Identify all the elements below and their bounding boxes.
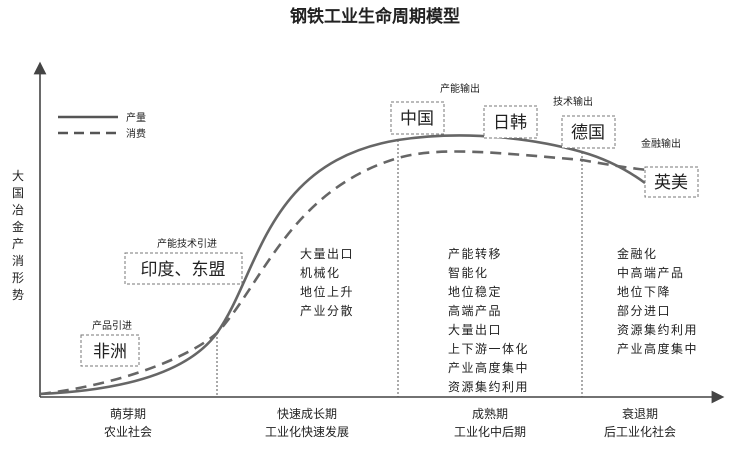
stage-name-mature: 成熟期 [472,406,508,421]
stage-society-growth: 工业化快速发展 [265,424,349,439]
japan-label: 日韩 [493,113,527,133]
uk-box [644,166,699,198]
stage-feature-item: 大量出口 [300,247,354,261]
stage-feature-item: 地位稳定 [448,284,502,299]
stage-feature-item: 地位上升 [300,284,354,299]
legend-production-label: 产量 [126,111,146,124]
stage-society-sprout: 农业社会 [104,424,152,439]
stage-feature-item: 大量出口 [448,323,502,337]
y-axis-label: 大国冶金产消形势 [12,169,24,302]
stage-feature-item: 地位下降 [617,284,671,299]
africa-note: 产品引进 [92,319,132,332]
stage-name-growth: 快速成长期 [277,407,337,421]
y-axis-label-char: 冶 [12,203,24,217]
stage-feature-item: 上下游一体化 [448,342,529,356]
stage-features-decline: 金融化中高端产品地位下降部分进口资源集约利用产业高度集中 [617,246,698,356]
y-axis-label-char: 国 [12,186,24,200]
y-axis-label-char: 形 [12,271,24,285]
uk-note: 金融输出 [641,137,681,150]
production-curve [39,134,646,396]
stage-feature-item: 部分进口 [617,303,671,318]
consumption-curve [39,150,673,396]
stage-feature-item: 产能转移 [448,246,502,261]
stage-name-sprout: 萌芽期 [110,407,146,421]
china-note: 产能输出 [440,82,480,95]
stage-feature-item: 智能化 [448,265,489,280]
china-label: 中国 [400,109,434,129]
y-axis-label-char: 势 [12,288,24,302]
stage-feature-item: 产业高度集中 [617,341,698,356]
stage-feature-item: 高端产品 [448,303,502,318]
japan-box [483,105,538,139]
india-box [124,252,243,285]
stage-society-decline: 后工业化社会 [604,424,676,439]
stage-feature-item: 机械化 [300,265,341,280]
y-axis-label-char: 消 [12,254,24,268]
stage-feature-item: 产业高度集中 [448,360,529,375]
stage-feature-item: 中高端产品 [617,265,685,280]
stage-feature-item: 金融化 [617,246,658,261]
stage-feature-item: 资源集约利用 [448,379,529,394]
africa-label: 非洲 [93,342,127,362]
legend: 产量 消费 [58,111,146,140]
germany-label: 德国 [571,123,605,143]
legend-consumption-label: 消费 [126,127,146,140]
uk-label: 英美 [654,173,688,193]
india-note: 产能技术引进 [157,237,217,250]
africa-box [80,334,140,367]
stage-features-mature: 产能转移智能化地位稳定高端产品大量出口上下游一体化产业高度集中资源集约利用 [448,246,529,394]
stage-features-growth: 大量出口机械化地位上升产业分散 [300,247,354,318]
japan-note: 技术输出 [553,95,593,108]
stage-society-mature: 工业化中后期 [454,424,526,439]
germany-box [561,115,616,149]
diagram-title: 钢铁工业生命周期模型 [290,6,460,27]
y-axis-label-char: 金 [12,219,24,234]
stage-feature-item: 资源集约利用 [617,322,698,337]
stage-feature-item: 产业分散 [300,303,354,318]
stage-name-decline: 衰退期 [622,406,658,421]
y-axis-label-char: 产 [12,237,24,251]
china-box [390,101,445,135]
india-label: 印度、东盟 [141,260,226,280]
y-axis-label-char: 大 [12,169,24,183]
